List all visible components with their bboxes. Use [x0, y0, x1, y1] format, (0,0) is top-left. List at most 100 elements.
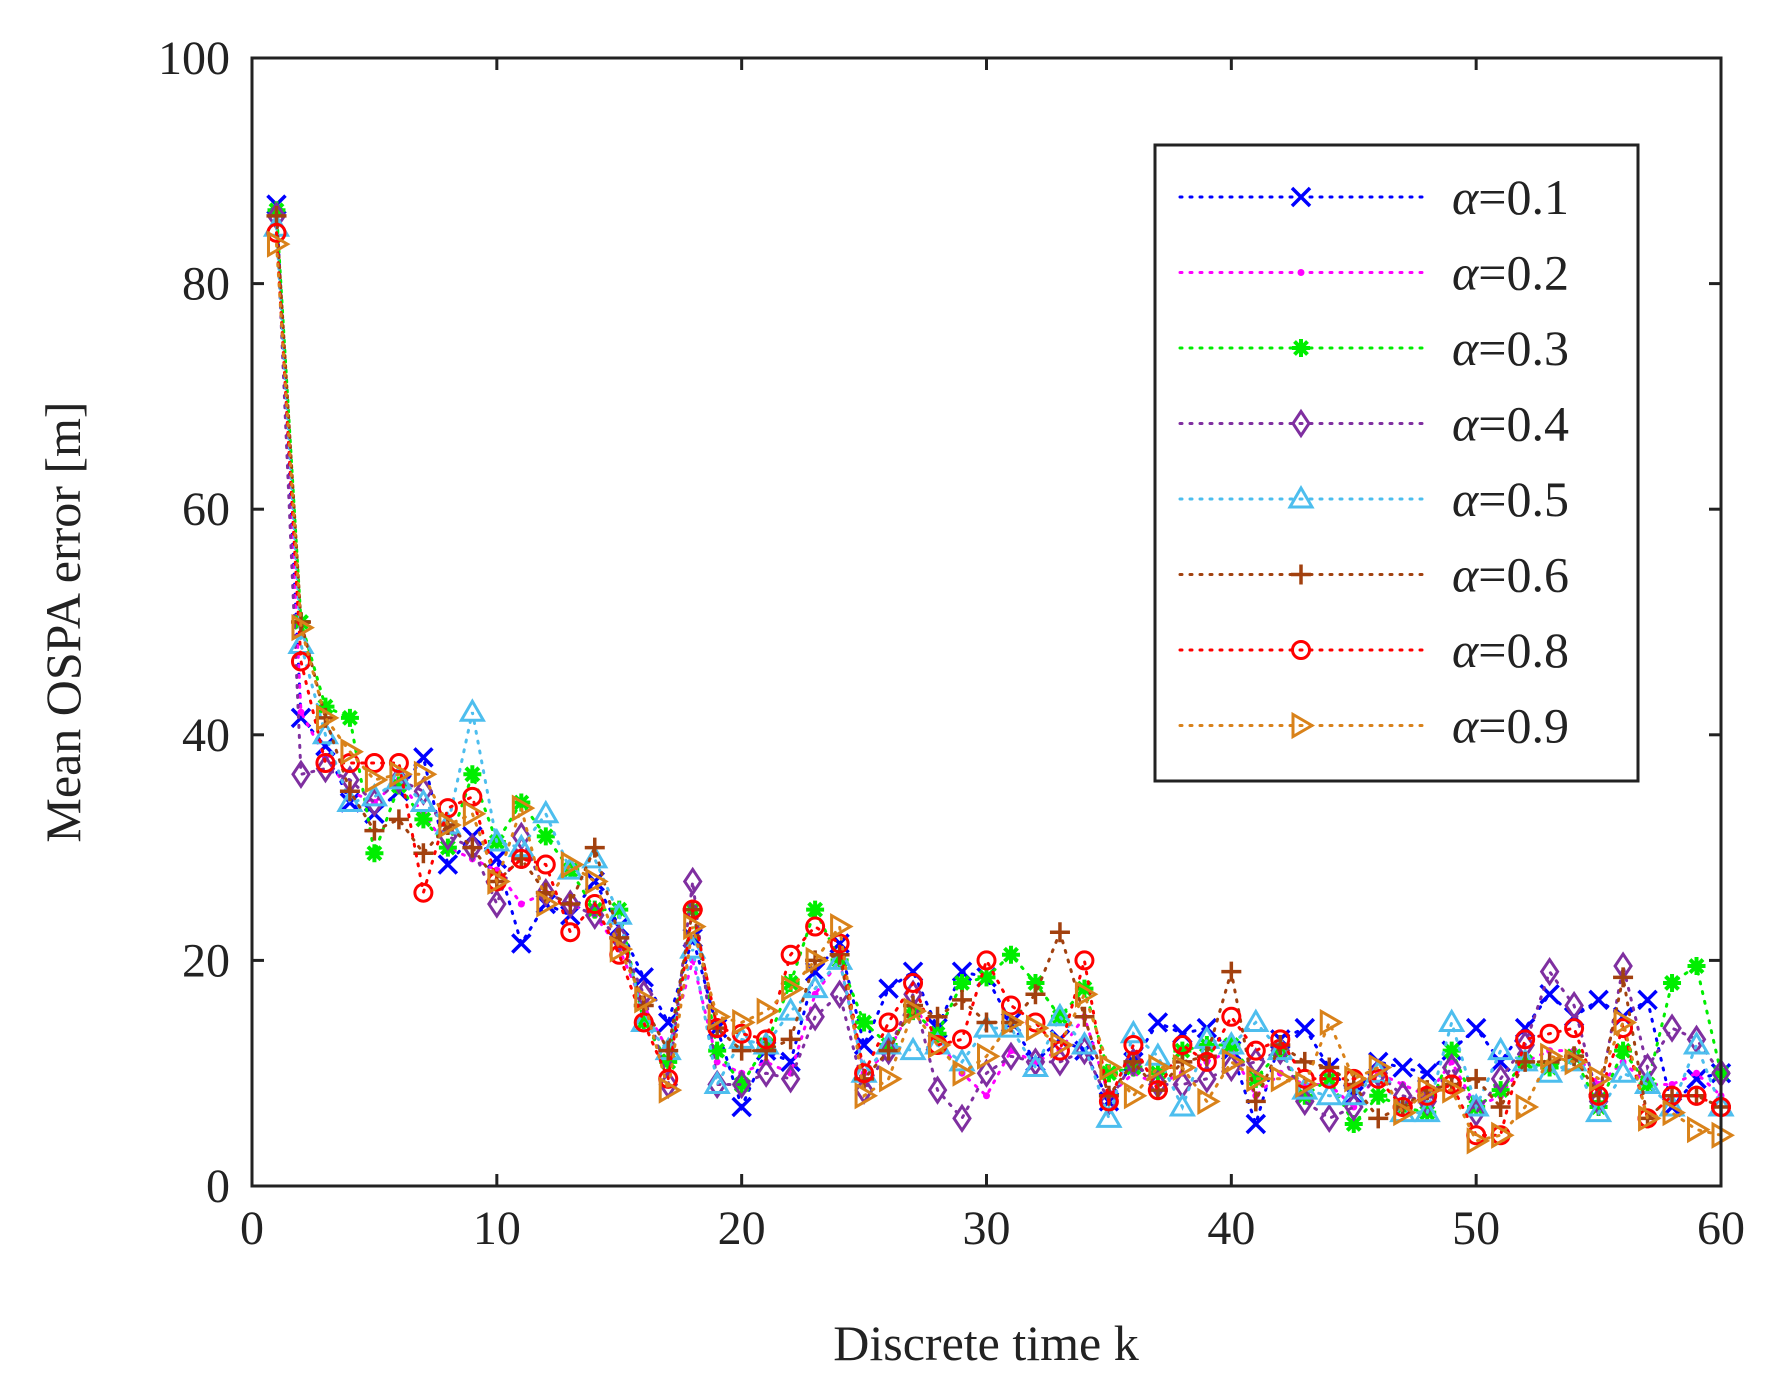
legend-label: α=0.3 [1452, 320, 1569, 376]
x-tick-label: 0 [240, 1202, 264, 1255]
data-point [1221, 1048, 1246, 1076]
data-point [1487, 1036, 1515, 1061]
y-axis-title: Mean OSPA error [m] [35, 401, 91, 842]
data-point [658, 1040, 679, 1061]
data-point [854, 1082, 879, 1110]
data-point [1588, 989, 1609, 1011]
legend-item-1[interactable]: α=0.1 [1178, 169, 1569, 225]
data-point [1637, 1052, 1658, 1083]
data-point [462, 837, 483, 858]
data-point [1074, 980, 1099, 1008]
data-point [805, 916, 826, 937]
series-layer [262, 194, 1735, 1155]
legend-alpha: α [1452, 622, 1480, 678]
data-point [1609, 1059, 1637, 1083]
data-point [487, 867, 511, 896]
data-point [1095, 1104, 1123, 1128]
legend-marker [1292, 339, 1310, 357]
data-point [1393, 1099, 1417, 1127]
data-point [413, 760, 438, 788]
y-tick-label: 80 [182, 258, 230, 311]
data-point [1564, 1018, 1585, 1039]
data-point [1049, 922, 1070, 943]
legend-value: =0.4 [1478, 396, 1569, 452]
data-point [1490, 1064, 1511, 1094]
legend[interactable]: α=0.1α=0.2α=0.3α=0.4α=0.5α=0.6α=0.8α=0.9 [1153, 143, 1640, 783]
data-point [952, 1103, 972, 1134]
data-point [1074, 1006, 1095, 1027]
data-point [364, 766, 389, 794]
data-point [633, 967, 654, 988]
data-point [1466, 1127, 1491, 1155]
data-point [340, 708, 359, 727]
legend-alpha: α [1452, 471, 1480, 527]
data-point [731, 1069, 752, 1100]
data-point [658, 1076, 683, 1104]
legend-item-5[interactable]: α=0.5 [1178, 471, 1569, 527]
data-point [830, 912, 854, 941]
data-point [1221, 961, 1242, 982]
data-point [389, 776, 408, 795]
data-point [1098, 1091, 1119, 1112]
data-point [805, 946, 830, 975]
data-point [1613, 1008, 1638, 1037]
legend-item-2[interactable]: α=0.2 [1178, 245, 1569, 301]
legend-alpha: α [1452, 245, 1480, 301]
data-point [1295, 1086, 1314, 1105]
data-point [878, 1035, 899, 1066]
legend-item-3[interactable]: α=0.3 [1178, 320, 1569, 376]
data-point [483, 827, 511, 852]
data-point [458, 698, 486, 722]
data-point [1515, 1029, 1536, 1050]
data-point [1123, 1051, 1144, 1072]
data-point [756, 997, 781, 1025]
legend-marker [1291, 711, 1315, 740]
data-point [1686, 1085, 1707, 1106]
data-point [1294, 1017, 1316, 1039]
data-point [1663, 973, 1682, 992]
data-point [462, 786, 483, 807]
legend-item-7[interactable]: α=0.8 [1178, 622, 1569, 678]
legend-marker [1291, 564, 1311, 585]
legend-marker [1297, 269, 1305, 276]
legend-item-8[interactable]: α=0.9 [1178, 698, 1569, 754]
data-point [780, 944, 801, 965]
data-point [364, 753, 385, 773]
legend-alpha: α [1452, 698, 1480, 754]
data-point [1466, 1097, 1486, 1128]
data-point [829, 979, 850, 1009]
data-point [683, 912, 707, 941]
legend-item-6[interactable]: α=0.6 [1178, 547, 1569, 603]
legend-label: α=0.9 [1452, 698, 1569, 754]
data-point [463, 765, 482, 784]
data-point [1217, 1031, 1245, 1055]
data-point [731, 1096, 752, 1118]
data-point [731, 1040, 752, 1061]
legend-label: α=0.2 [1452, 245, 1569, 301]
data-point [878, 1012, 899, 1033]
legend-value: =0.6 [1478, 547, 1569, 603]
data-point [756, 1058, 776, 1088]
data-point [610, 900, 629, 919]
data-point [511, 848, 532, 869]
data-point [756, 1029, 777, 1050]
data-point [413, 882, 434, 903]
data-point [1148, 1053, 1172, 1082]
data-point [560, 922, 581, 943]
data-point [1658, 1093, 1686, 1117]
data-point [487, 889, 507, 919]
data-point [536, 827, 555, 846]
data-point [1687, 1115, 1711, 1144]
legend-item-4[interactable]: α=0.4 [1178, 396, 1569, 452]
data-point [1197, 1087, 1221, 1116]
data-point [879, 1065, 903, 1093]
data-point [1021, 1053, 1050, 1078]
data-point [1490, 1097, 1511, 1118]
data-point [1687, 957, 1706, 976]
data-point [1246, 1069, 1265, 1088]
data-point [1662, 1085, 1683, 1106]
data-point [1344, 1114, 1363, 1133]
data-point [1172, 1053, 1197, 1082]
legend-label: α=0.8 [1452, 622, 1569, 678]
